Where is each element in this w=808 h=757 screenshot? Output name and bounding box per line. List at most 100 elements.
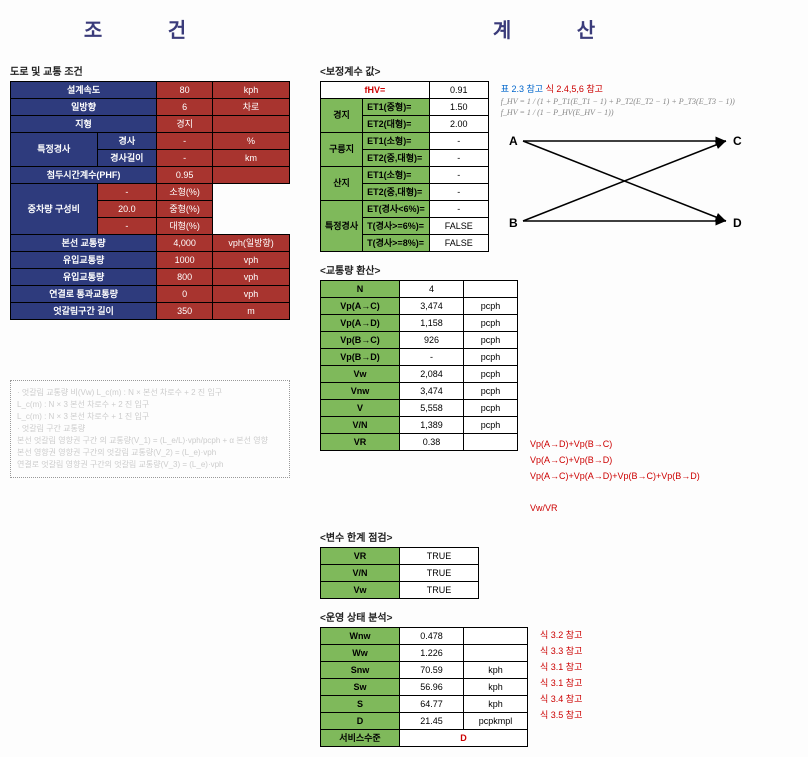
footnote-line: 본선 엇갈림 영향권 구간 의 교통량(V_1) = (L_e/L)·vph/p… (17, 435, 283, 447)
corr-group: 특정경사 (321, 201, 363, 252)
traffic-value: 926 (400, 332, 464, 349)
traffic-label: Vp(B→C) (321, 332, 400, 349)
cond-unit: vph (213, 286, 290, 303)
cond-group: 특정경사 (11, 133, 98, 167)
cond-unit: vph (213, 252, 290, 269)
traffic-value: 0.38 (400, 434, 464, 451)
cond-title: 도로 및 교통 조건 (10, 63, 290, 78)
cond-value: 800 (157, 269, 213, 286)
oper-unit: pcpkmpl (464, 713, 528, 730)
cond-value: - (157, 133, 213, 150)
traffic-unit: pcph (464, 417, 518, 434)
traffic-annotation: Vw/VR (530, 503, 700, 518)
correction-table: fHV=0.91경지ET1(중형)=1.50ET2(대형)=2.00구릉지ET1… (320, 81, 489, 252)
cond-unit (213, 116, 290, 133)
cond-value: - (157, 150, 213, 167)
cond-value: 6 (157, 99, 213, 116)
cond-label: 일방향 (11, 99, 157, 116)
limit-label: VR (321, 548, 400, 565)
cond-unit: % (213, 133, 290, 150)
conditions-column: 조 건 도로 및 교통 조건 설계속도80kph일방향6차로지형경지특정경사경사… (10, 10, 290, 747)
limit-table: VRTRUEV/NTRUEVwTRUE (320, 547, 479, 599)
corr-label: ET1(소형)= (363, 133, 430, 150)
cond-label: 설계속도 (11, 82, 157, 99)
footnote-line: · 엇갈림 구간 교통량 (17, 423, 283, 435)
corr-label: ET(경사<6%)= (363, 201, 430, 218)
corr-label: T(경사>=6%)= (363, 218, 430, 235)
traffic-unit: pcph (464, 298, 518, 315)
limit-value: TRUE (400, 548, 479, 565)
oper-note: 식 3.3 참고 (540, 644, 582, 659)
limit-title: <변수 한계 점검> (320, 529, 798, 544)
cond-label: 지형 (11, 116, 157, 133)
cond-label: 첨두시간계수(PHF) (11, 167, 157, 184)
cond-unit: 대형(%) (157, 218, 213, 235)
traffic-label: Vp(A→C) (321, 298, 400, 315)
traffic-value: 4 (400, 281, 464, 298)
footnote-line: 본선 영향권 영향권 구간의 엇갈림 교통량(V_2) = (L_e)·vph (17, 447, 283, 459)
traffic-table: N4Vp(A→C)3,474pcphVp(A→D)1,158pcphVp(B→C… (320, 280, 518, 451)
traffic-annotation: Vp(A→D)+Vp(B→C) (530, 439, 700, 454)
operation-table: Wnw0.478Ww1.226Snw70.59kphSw56.96kphS64.… (320, 627, 528, 747)
oper-note: 식 3.1 참고 (540, 676, 582, 691)
corr-group: 경지 (321, 99, 363, 133)
cond-group: 중차량 구성비 (11, 184, 98, 235)
traffic-unit: pcph (464, 400, 518, 417)
los-label: 서비스수준 (321, 730, 400, 747)
cond-unit: 중형(%) (157, 201, 213, 218)
cond-unit: m (213, 303, 290, 320)
traffic-label: Vp(B→D) (321, 349, 400, 366)
formula-1: f_HV = 1 / (1 + P_T1(E_T1 − 1) + P_T2(E_… (501, 97, 751, 106)
diagram-label-d: D (733, 216, 742, 230)
limit-label: V/N (321, 565, 400, 582)
traffic-value: 1,389 (400, 417, 464, 434)
limit-label: Vw (321, 582, 400, 599)
oper-note: 식 3.1 참고 (540, 660, 582, 675)
oper-value: 21.45 (400, 713, 464, 730)
corr-value: 1.50 (429, 99, 488, 116)
oper-label: D (321, 713, 400, 730)
traffic-annotation (530, 359, 700, 374)
fhv-value: 0.91 (429, 82, 488, 99)
corr-value: - (429, 167, 488, 184)
cond-label: 유입교통량 (11, 269, 157, 286)
cond-value: 0 (157, 286, 213, 303)
oper-label: Wnw (321, 628, 400, 645)
oper-unit: kph (464, 696, 528, 713)
traffic-annotation: Vp(A→C)+Vp(B→D) (530, 455, 700, 470)
traffic-label: V (321, 400, 400, 417)
cond-value: 0.95 (157, 167, 213, 184)
cond-unit: 소형(%) (157, 184, 213, 201)
oper-note: 식 3.5 참고 (540, 708, 582, 723)
corr-value: 2.00 (429, 116, 488, 133)
limit-value: TRUE (400, 582, 479, 599)
oper-value: 1.226 (400, 645, 464, 662)
traffic-title: <교통량 환산> (320, 262, 798, 277)
corr-label: ET1(소형)= (363, 167, 430, 184)
corr-side: 표 2.3 참고 식 2.4,5,6 참고 f_HV = 1 / (1 + P_… (501, 81, 751, 239)
note-red: 식 2.4,5,6 참고 (546, 84, 603, 94)
cond-label: 엇갈림구간 길이 (11, 303, 157, 320)
diagram-label-a: A (509, 134, 518, 148)
corr-value: - (429, 133, 488, 150)
oper-note: 식 3.2 참고 (540, 628, 582, 643)
cond-unit: vph (213, 269, 290, 286)
traffic-unit (464, 434, 518, 451)
traffic-unit: pcph (464, 366, 518, 383)
traffic-label: Vnw (321, 383, 400, 400)
traffic-unit: pcph (464, 332, 518, 349)
corr-group: 산지 (321, 167, 363, 201)
corr-label: ET2(중,대형)= (363, 150, 430, 167)
traffic-annotation (530, 487, 700, 502)
cond-unit: km (213, 150, 290, 167)
corr-label: ET2(중,대형)= (363, 184, 430, 201)
oper-note: 식 3.4 참고 (540, 692, 582, 707)
traffic-annotation (530, 375, 700, 390)
cond-label: 연결로 통과교통량 (11, 286, 157, 303)
traffic-value: 2,084 (400, 366, 464, 383)
cond-value: 20.0 (97, 201, 157, 218)
heading-calc: 계 산 (320, 14, 798, 43)
footnote-box: · 엇갈림 교통량 비(Vw) L_c(m) : N × 본선 차로수 + 2 … (10, 380, 290, 478)
conditions-table: 설계속도80kph일방향6차로지형경지특정경사경사-%경사길이-km첨두시간계수… (10, 81, 290, 320)
traffic-unit (464, 281, 518, 298)
